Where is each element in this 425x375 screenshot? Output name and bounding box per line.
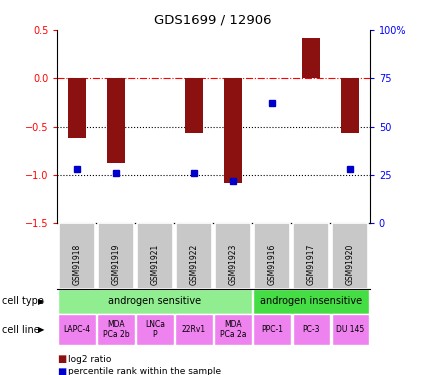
Text: LAPC-4: LAPC-4 <box>63 325 91 334</box>
Text: LNCa
P: LNCa P <box>145 320 165 339</box>
Text: cell type: cell type <box>2 297 44 306</box>
Text: MDA
PCa 2b: MDA PCa 2b <box>102 320 129 339</box>
Bar <box>303 38 320 78</box>
Text: ▶: ▶ <box>38 297 45 306</box>
Bar <box>341 78 359 134</box>
Text: PC-3: PC-3 <box>303 325 320 334</box>
Bar <box>224 78 242 183</box>
Text: 22Rv1: 22Rv1 <box>182 325 206 334</box>
Text: GDS1699 / 12906: GDS1699 / 12906 <box>154 13 271 26</box>
Text: log2 ratio: log2 ratio <box>68 355 111 364</box>
Text: percentile rank within the sample: percentile rank within the sample <box>68 368 221 375</box>
Text: PPC-1: PPC-1 <box>261 325 283 334</box>
Text: GSM91922: GSM91922 <box>190 244 198 285</box>
Text: GSM91917: GSM91917 <box>307 244 316 285</box>
Text: androgen insensitive: androgen insensitive <box>260 297 362 306</box>
Text: GSM91920: GSM91920 <box>346 244 355 285</box>
Bar <box>107 78 125 163</box>
Text: cell line: cell line <box>2 325 40 334</box>
Text: ▶: ▶ <box>38 325 45 334</box>
Text: GSM91923: GSM91923 <box>229 244 238 285</box>
Text: GSM91921: GSM91921 <box>150 244 159 285</box>
Text: DU 145: DU 145 <box>336 325 364 334</box>
Text: ■: ■ <box>57 354 67 364</box>
Text: GSM91916: GSM91916 <box>268 244 277 285</box>
Text: androgen sensitive: androgen sensitive <box>108 297 201 306</box>
Bar <box>68 78 86 138</box>
Text: ■: ■ <box>57 367 67 375</box>
Text: GSM91918: GSM91918 <box>72 244 82 285</box>
Bar <box>185 78 203 134</box>
Text: MDA
PCa 2a: MDA PCa 2a <box>220 320 246 339</box>
Text: GSM91919: GSM91919 <box>111 244 120 285</box>
